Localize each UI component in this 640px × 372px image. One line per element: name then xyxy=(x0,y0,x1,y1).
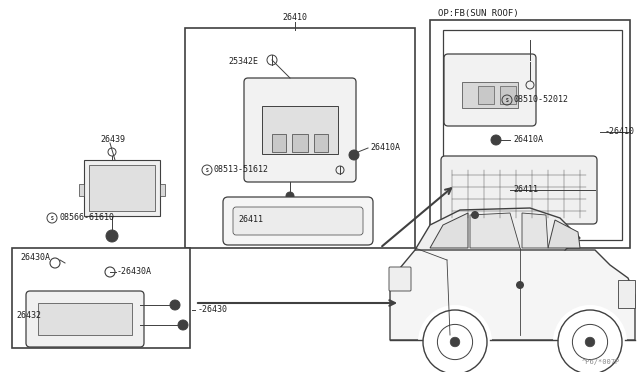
Circle shape xyxy=(349,150,359,160)
Circle shape xyxy=(178,320,188,330)
Text: -26410: -26410 xyxy=(605,128,635,137)
Polygon shape xyxy=(430,213,468,248)
Bar xyxy=(89,165,155,211)
FancyBboxPatch shape xyxy=(26,291,144,347)
FancyBboxPatch shape xyxy=(84,160,160,216)
Text: 26410A: 26410A xyxy=(513,135,543,144)
Bar xyxy=(478,86,494,104)
FancyBboxPatch shape xyxy=(233,207,363,235)
Bar xyxy=(160,184,165,196)
Polygon shape xyxy=(390,232,635,340)
Text: 26432: 26432 xyxy=(16,311,41,320)
Bar xyxy=(443,30,622,240)
FancyBboxPatch shape xyxy=(262,106,338,154)
Text: 26411: 26411 xyxy=(513,186,538,195)
Text: 08566-61610: 08566-61610 xyxy=(59,214,114,222)
Circle shape xyxy=(516,281,524,289)
FancyBboxPatch shape xyxy=(244,78,356,182)
Bar xyxy=(185,28,415,248)
Bar xyxy=(79,184,84,196)
Text: 26439: 26439 xyxy=(100,135,125,144)
Polygon shape xyxy=(522,213,548,248)
Bar xyxy=(462,82,518,108)
Text: S: S xyxy=(205,167,209,173)
Text: 25342E: 25342E xyxy=(228,58,258,67)
Bar xyxy=(314,134,328,152)
Circle shape xyxy=(491,135,501,145)
Bar xyxy=(430,20,630,248)
Circle shape xyxy=(553,305,627,372)
Text: S: S xyxy=(506,97,508,103)
Text: ^P6/*007P: ^P6/*007P xyxy=(582,359,620,365)
Text: 26410A: 26410A xyxy=(370,144,400,153)
Bar xyxy=(272,134,286,152)
Bar xyxy=(292,134,308,152)
Bar xyxy=(38,303,132,335)
Text: 08510-52012: 08510-52012 xyxy=(514,96,569,105)
Polygon shape xyxy=(548,220,580,248)
Bar xyxy=(12,248,190,348)
Circle shape xyxy=(106,230,118,242)
Polygon shape xyxy=(470,213,520,248)
Circle shape xyxy=(585,337,595,347)
Text: 26430A: 26430A xyxy=(20,253,50,263)
Text: -26430: -26430 xyxy=(198,305,228,314)
Bar xyxy=(500,86,516,104)
Circle shape xyxy=(418,305,492,372)
FancyBboxPatch shape xyxy=(389,267,411,291)
Circle shape xyxy=(450,337,460,347)
Text: -26430A: -26430A xyxy=(117,267,152,276)
FancyBboxPatch shape xyxy=(441,156,597,224)
Circle shape xyxy=(286,192,294,200)
Circle shape xyxy=(170,300,180,310)
Circle shape xyxy=(471,211,479,219)
Polygon shape xyxy=(415,208,580,250)
Polygon shape xyxy=(248,82,352,178)
Text: 26410: 26410 xyxy=(282,13,307,22)
FancyBboxPatch shape xyxy=(618,280,635,308)
FancyBboxPatch shape xyxy=(223,197,373,245)
Text: S: S xyxy=(51,215,53,221)
Text: 26411: 26411 xyxy=(238,215,263,224)
FancyBboxPatch shape xyxy=(444,54,536,126)
Text: 08513-51612: 08513-51612 xyxy=(214,166,269,174)
Text: OP:FB(SUN ROOF): OP:FB(SUN ROOF) xyxy=(438,9,518,18)
